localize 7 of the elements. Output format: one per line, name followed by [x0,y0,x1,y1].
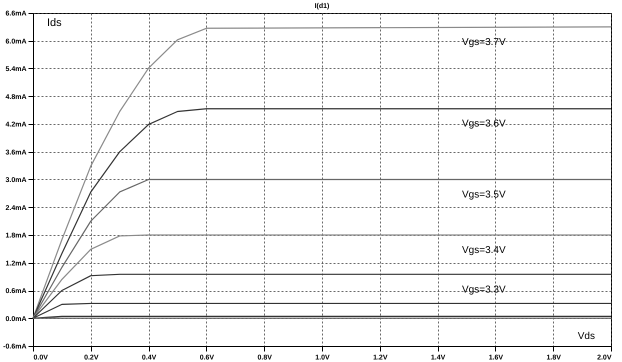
series-label: Vgs=3.7V [462,36,506,48]
series-label: Vgs=3.6V [462,118,506,130]
series-label: Vgs=3.3V [462,284,506,296]
x-axis-title: Vds [578,331,595,342]
series-label: Vgs=3.5V [462,189,506,200]
y-axis-title: Ids [47,17,62,29]
series-label: Vgs=3.4V [462,244,506,256]
